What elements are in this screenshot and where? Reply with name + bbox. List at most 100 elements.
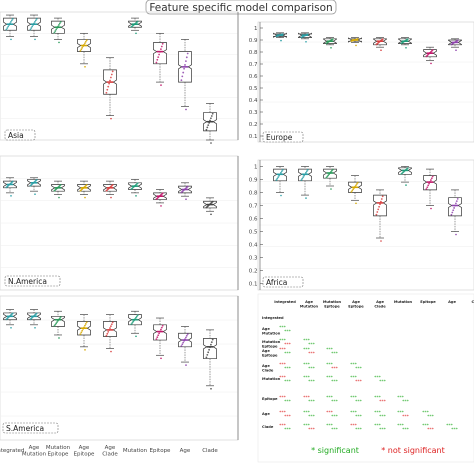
table-column-header: Age <box>376 300 384 304</box>
data-point <box>456 197 459 200</box>
data-point <box>185 334 188 337</box>
data-point <box>59 183 62 186</box>
outlier-point <box>160 84 162 86</box>
data-point <box>58 22 61 25</box>
data-point <box>406 167 409 170</box>
data-point <box>305 171 307 174</box>
data-point <box>159 50 161 53</box>
box-6 <box>398 166 412 186</box>
data-point <box>452 209 455 212</box>
box-1 <box>3 14 17 41</box>
significance-mark: *** <box>355 414 363 420</box>
data-point <box>205 356 208 359</box>
box-3 <box>323 37 337 49</box>
data-point <box>157 56 160 59</box>
x-tick-label: Age <box>105 445 116 451</box>
data-point <box>32 24 34 26</box>
data-point <box>31 25 34 28</box>
data-point <box>355 183 358 185</box>
significance-mark: *** <box>374 395 382 401</box>
data-point <box>353 187 355 189</box>
box-4 <box>348 37 362 47</box>
significance-mark: *** <box>422 410 430 416</box>
box-1 <box>3 309 17 329</box>
x-tick-label: Mutation <box>22 452 47 458</box>
data-point <box>107 85 110 88</box>
significance-mark: *** <box>355 366 363 372</box>
table-column-header: Age <box>305 300 313 304</box>
data-point <box>182 341 185 344</box>
data-point <box>426 186 429 189</box>
data-point <box>160 48 162 51</box>
outlier-point <box>34 193 36 195</box>
box-1 <box>273 32 287 42</box>
data-point <box>208 348 211 351</box>
significance-mark: *** <box>284 399 292 405</box>
data-point <box>159 330 161 333</box>
box-2 <box>27 177 41 195</box>
data-point <box>303 174 305 177</box>
y-tick-label: 0.4 <box>249 98 258 104</box>
x-tick-label: Mutation <box>123 448 148 454</box>
significance-mark: *** <box>350 375 358 381</box>
y-tick-label: 0.7 <box>249 62 258 68</box>
data-point <box>107 330 110 333</box>
data-point <box>355 184 357 187</box>
data-point <box>110 323 113 326</box>
outlier-point <box>110 117 112 120</box>
panel-asia: Asia <box>0 11 239 144</box>
significance-mark: *** <box>402 414 410 420</box>
outlier-point <box>355 202 357 205</box>
box-7 <box>423 46 437 65</box>
data-point <box>451 211 454 214</box>
data-point <box>425 188 428 190</box>
data-point <box>56 27 58 29</box>
data-point <box>111 70 114 73</box>
data-point <box>350 190 353 193</box>
significance-mark: *** <box>397 395 405 401</box>
outlier-point <box>455 49 457 51</box>
data-point <box>131 321 134 324</box>
box-body <box>448 197 462 217</box>
x-tick-label: Mutation <box>46 445 71 451</box>
significance-mark: *** <box>308 379 316 385</box>
outlier-point <box>135 195 137 197</box>
data-point <box>9 22 11 25</box>
y-tick-label: 0.5 <box>249 230 258 236</box>
table-column-header: Co <box>471 300 474 304</box>
data-point <box>427 184 430 187</box>
significance-mark: *** <box>308 351 316 357</box>
significance-mark: *** <box>451 427 459 433</box>
data-point <box>206 126 209 129</box>
panel-africa: 0.1 0.2 0.3 0.4 0.5 0.6 0.7 0.8 0.9 1 Africa <box>249 159 474 291</box>
outlier-point <box>58 41 60 44</box>
significance-mark: *** <box>397 423 405 429</box>
box-5 <box>103 180 117 199</box>
box-2 <box>27 14 41 41</box>
data-point <box>180 345 183 347</box>
y-tick-label: 0.2 <box>249 269 258 275</box>
data-point <box>11 17 14 20</box>
data-point <box>331 168 334 171</box>
table-column-header: Age <box>352 300 360 304</box>
data-point <box>85 183 88 186</box>
table-row-header: Epitope <box>262 354 278 358</box>
data-point <box>35 178 38 181</box>
data-point <box>33 22 35 25</box>
data-point <box>161 324 164 327</box>
data-point <box>455 202 457 205</box>
data-point <box>279 173 281 176</box>
data-point <box>160 328 162 331</box>
significance-mark: *** <box>379 427 387 433</box>
table-column-header: Integrated <box>274 300 296 304</box>
box-6 <box>398 37 412 49</box>
table-row-header: Clade <box>262 425 274 429</box>
outlier-point <box>455 233 457 236</box>
data-point <box>209 119 211 122</box>
data-point <box>431 175 434 178</box>
box-6 <box>128 310 142 338</box>
significance-table: Integrated AgeMutationMutationEpitopeAgeE… <box>257 293 474 463</box>
data-point <box>306 33 309 36</box>
significance-mark: *** <box>284 351 292 357</box>
outlier-point <box>10 195 12 197</box>
